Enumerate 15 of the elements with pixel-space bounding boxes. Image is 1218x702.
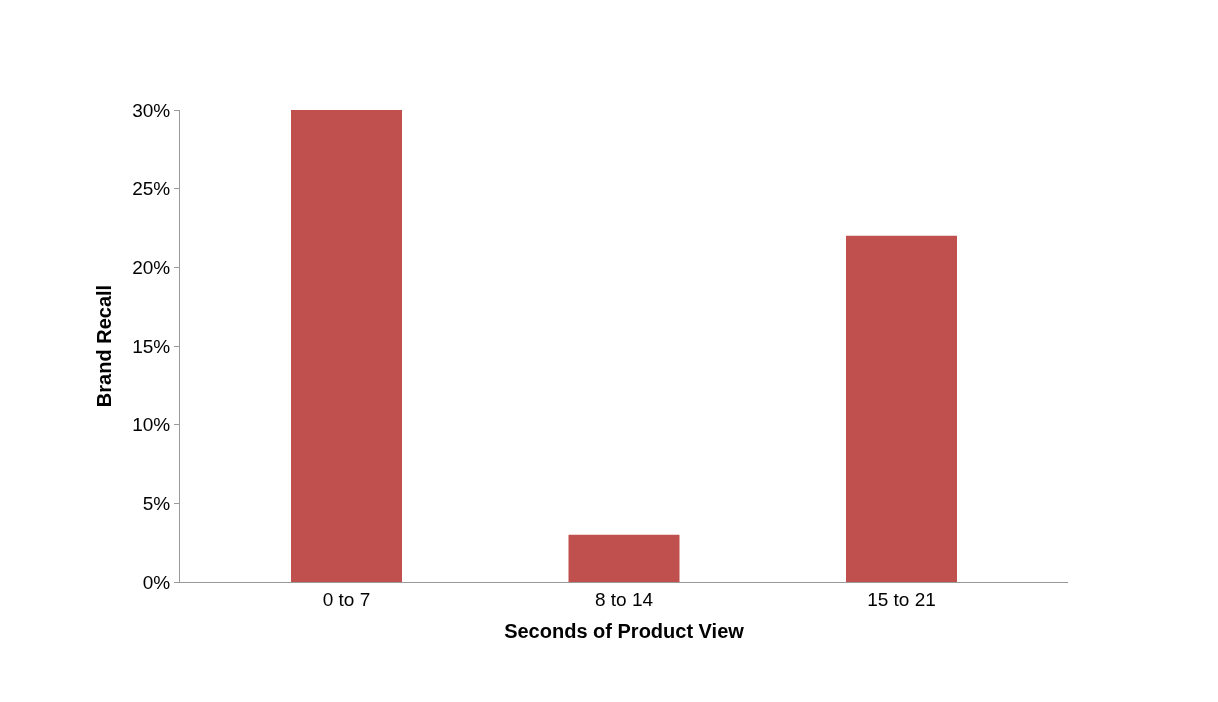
y-tick-label: 15% xyxy=(132,335,171,357)
x-tick-label: 8 to 14 xyxy=(594,588,654,610)
x-tick-label: 0 to 7 xyxy=(322,588,371,610)
y-tick-label: 0% xyxy=(142,571,171,593)
x-axis-title: Seconds of Product View xyxy=(504,620,745,643)
y-tick-label: 30% xyxy=(132,99,171,121)
x-tick-label: 15 to 21 xyxy=(867,588,936,610)
y-axis-title: Brand Recall xyxy=(92,284,115,408)
bar xyxy=(568,534,680,582)
bar xyxy=(291,110,402,582)
y-tick-label: 20% xyxy=(132,256,171,278)
y-tick-label: 5% xyxy=(142,492,171,514)
y-tick-label: 25% xyxy=(132,178,171,200)
bar xyxy=(846,235,957,582)
y-tick-label: 10% xyxy=(132,414,171,436)
